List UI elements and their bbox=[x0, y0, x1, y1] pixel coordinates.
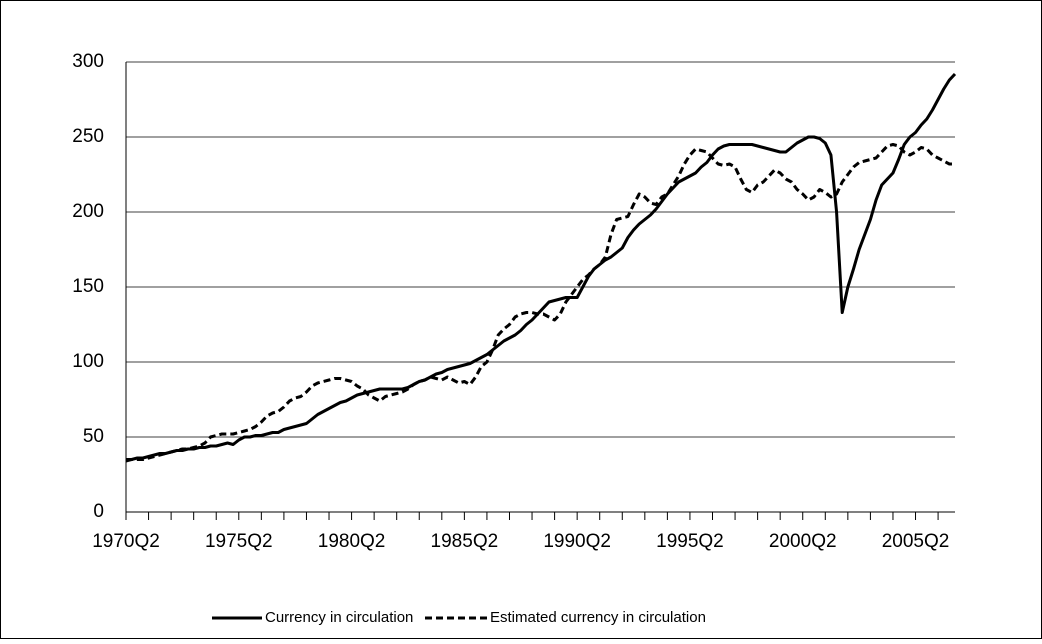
y-tick-label: 150 bbox=[72, 276, 104, 297]
series-line bbox=[125, 143, 955, 463]
y-tick-label: 100 bbox=[72, 351, 104, 372]
series-line bbox=[126, 72, 957, 461]
x-tick-label: 1980Q2 bbox=[318, 531, 386, 552]
x-tick-label: 1985Q2 bbox=[431, 531, 499, 552]
x-tick-label: 2000Q2 bbox=[769, 531, 837, 552]
y-tick-label: 50 bbox=[83, 426, 104, 447]
x-tick-label: 2005Q2 bbox=[882, 531, 950, 552]
y-tick-label: 250 bbox=[72, 126, 104, 147]
y-tick-label: 200 bbox=[72, 201, 104, 222]
y-tick-label: 300 bbox=[72, 51, 104, 72]
x-tick-label: 1990Q2 bbox=[543, 531, 611, 552]
y-tick-label: 0 bbox=[93, 501, 104, 522]
legend-label: Estimated currency in circulation bbox=[490, 609, 706, 626]
x-tick-label: 1975Q2 bbox=[205, 531, 273, 552]
x-tick-label: 1995Q2 bbox=[656, 531, 724, 552]
x-tick-label: 1970Q2 bbox=[92, 531, 160, 552]
legend-label: Currency in circulation bbox=[265, 609, 413, 626]
